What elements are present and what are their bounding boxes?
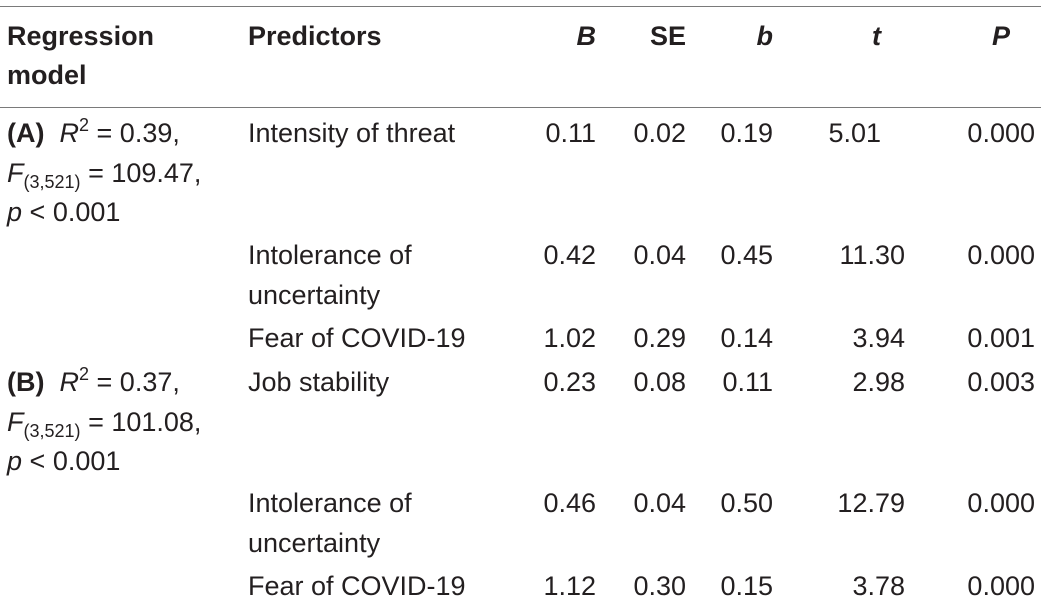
- row-t: 3.78: [852, 571, 905, 601]
- header-P: P: [991, 21, 1010, 51]
- row-t: 2.98: [852, 367, 905, 397]
- model-a-r-squared: (A) R2 = 0.39,: [7, 114, 180, 153]
- row-beta: 0.15: [720, 571, 773, 601]
- row-beta: 0.14: [720, 323, 773, 353]
- model-b-f-subscript: (3,521): [23, 421, 81, 441]
- row-B: 1.12: [543, 571, 596, 601]
- row-B: 1.02: [543, 323, 596, 353]
- model-a-r-exponent: 2: [79, 115, 90, 135]
- header-SE: SE: [649, 21, 686, 51]
- model-a-r-value: = 0.39,: [96, 118, 180, 148]
- row-predictor-line2: uncertainty: [248, 528, 381, 558]
- top-rule: [0, 6, 1041, 7]
- model-a-p-symbol: p: [7, 197, 23, 227]
- row-predictor-line2: uncertainty: [248, 280, 381, 310]
- row-beta: 0.19: [720, 118, 773, 148]
- model-b-f-symbol: F: [7, 407, 24, 437]
- row-B: 0.23: [543, 367, 596, 397]
- header-predictors: Predictors: [248, 21, 382, 51]
- row-t: 12.79: [837, 488, 905, 518]
- model-b-r-symbol: R: [59, 367, 80, 397]
- model-b-p-value: p < 0.001: [7, 442, 120, 481]
- row-P: 0.003: [967, 367, 1035, 397]
- row-predictor: Job stability: [248, 367, 390, 397]
- row-predictor: Fear of COVID-19: [248, 571, 466, 601]
- model-b-r-value: = 0.37,: [96, 367, 180, 397]
- header-beta: b: [756, 21, 774, 51]
- model-b-p-text: < 0.001: [29, 446, 121, 476]
- row-P: 0.000: [967, 571, 1035, 601]
- row-t: 3.94: [852, 323, 905, 353]
- row-SE: 0.02: [633, 118, 686, 148]
- row-B: 0.42: [543, 240, 596, 270]
- model-b-r-squared: (B) R2 = 0.37,: [7, 363, 180, 402]
- row-B: 0.11: [545, 118, 596, 148]
- header-rule: [0, 107, 1041, 108]
- header-model: Regression: [7, 21, 155, 51]
- model-b-p-symbol: p: [7, 446, 23, 476]
- header-model-line2: model: [7, 60, 87, 90]
- header-B: B: [576, 21, 597, 51]
- model-a-tag: (A): [7, 118, 45, 148]
- model-a-f-subscript: (3,521): [23, 172, 81, 192]
- row-beta: 0.11: [722, 367, 773, 397]
- model-a-f-value: = 109.47,: [88, 158, 202, 188]
- model-a-p-value: p < 0.001: [7, 193, 120, 232]
- row-t: 11.30: [839, 240, 905, 270]
- row-beta: 0.45: [720, 240, 773, 270]
- row-predictor: Intolerance of: [248, 488, 412, 518]
- row-P: 0.000: [967, 118, 1035, 148]
- model-b-f-value: = 101.08,: [88, 407, 202, 437]
- model-a-r-symbol: R: [59, 118, 80, 148]
- row-B: 0.46: [543, 488, 596, 518]
- model-b-f-stat: F(3,521) = 101.08,: [7, 403, 201, 442]
- row-SE: 0.30: [633, 571, 686, 601]
- model-a-f-stat: F(3,521) = 109.47,: [7, 154, 201, 193]
- model-a-p-text: < 0.001: [29, 197, 121, 227]
- row-predictor: Fear of COVID-19: [248, 323, 466, 353]
- row-SE: 0.04: [633, 240, 686, 270]
- row-SE: 0.08: [633, 367, 686, 397]
- row-P: 0.001: [967, 323, 1035, 353]
- row-P: 0.000: [967, 488, 1035, 518]
- model-a-f-symbol: F: [7, 158, 24, 188]
- row-P: 0.000: [967, 240, 1035, 270]
- row-SE: 0.04: [633, 488, 686, 518]
- model-b-r-exponent: 2: [79, 364, 90, 384]
- row-predictor: Intolerance of: [248, 240, 412, 270]
- model-b-tag: (B): [7, 367, 45, 397]
- row-beta: 0.50: [720, 488, 773, 518]
- row-predictor: Intensity of threat: [248, 118, 456, 148]
- header-t: t: [872, 21, 881, 51]
- row-t: 5.01: [828, 118, 881, 148]
- row-SE: 0.29: [633, 323, 686, 353]
